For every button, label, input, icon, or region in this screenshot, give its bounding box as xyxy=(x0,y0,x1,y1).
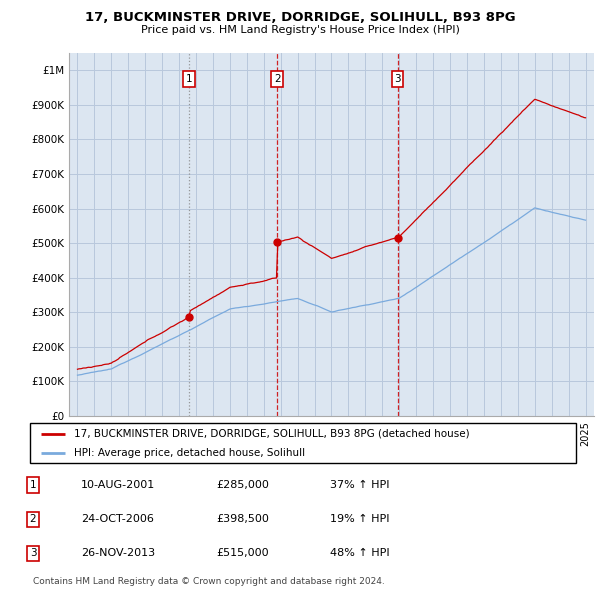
Text: 26-NOV-2013: 26-NOV-2013 xyxy=(81,549,155,558)
Text: 19% ↑ HPI: 19% ↑ HPI xyxy=(330,514,389,524)
Text: 1: 1 xyxy=(186,74,193,84)
Text: £398,500: £398,500 xyxy=(216,514,269,524)
Text: 3: 3 xyxy=(394,74,401,84)
Text: 10-AUG-2001: 10-AUG-2001 xyxy=(81,480,155,490)
Text: 37% ↑ HPI: 37% ↑ HPI xyxy=(330,480,389,490)
Text: 2: 2 xyxy=(274,74,281,84)
Text: 17, BUCKMINSTER DRIVE, DORRIDGE, SOLIHULL, B93 8PG: 17, BUCKMINSTER DRIVE, DORRIDGE, SOLIHUL… xyxy=(85,11,515,24)
Text: HPI: Average price, detached house, Solihull: HPI: Average price, detached house, Soli… xyxy=(74,448,305,458)
Text: Contains HM Land Registry data © Crown copyright and database right 2024.: Contains HM Land Registry data © Crown c… xyxy=(33,578,385,586)
Text: £285,000: £285,000 xyxy=(216,480,269,490)
Text: 2: 2 xyxy=(29,514,37,524)
Text: Price paid vs. HM Land Registry's House Price Index (HPI): Price paid vs. HM Land Registry's House … xyxy=(140,25,460,35)
Text: 1: 1 xyxy=(29,480,37,490)
Text: £515,000: £515,000 xyxy=(216,549,269,558)
Text: 17, BUCKMINSTER DRIVE, DORRIDGE, SOLIHULL, B93 8PG (detached house): 17, BUCKMINSTER DRIVE, DORRIDGE, SOLIHUL… xyxy=(74,429,469,439)
Text: 24-OCT-2006: 24-OCT-2006 xyxy=(81,514,154,524)
Text: 3: 3 xyxy=(29,549,37,558)
Text: 48% ↑ HPI: 48% ↑ HPI xyxy=(330,549,389,558)
